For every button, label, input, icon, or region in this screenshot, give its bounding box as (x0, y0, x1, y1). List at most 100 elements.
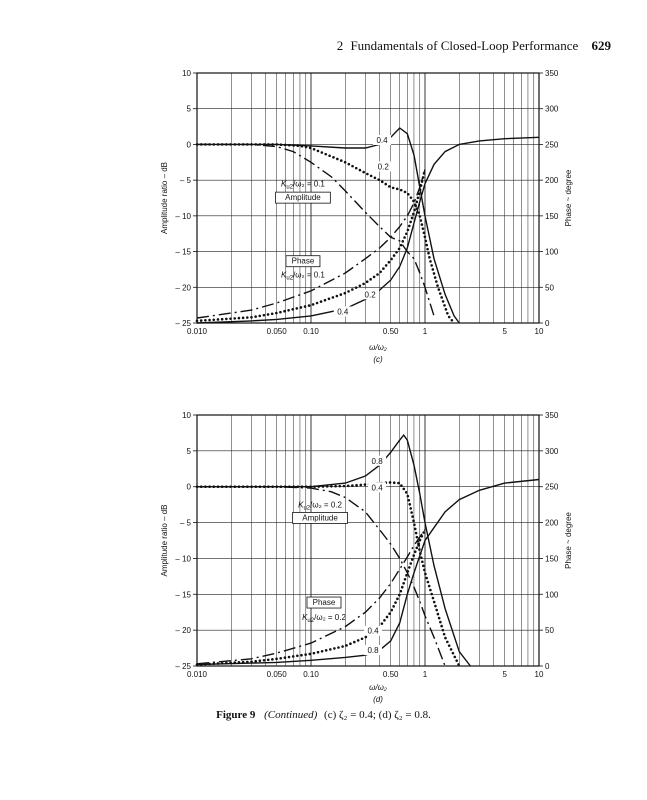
phase-curve-tag-b: 0.8 (367, 646, 379, 655)
data-point (451, 651, 455, 655)
amplitude-curve-tag-a: 0.4 (376, 136, 388, 145)
data-point (311, 303, 315, 306)
data-point (413, 527, 417, 531)
data-point (435, 608, 438, 612)
data-point (447, 315, 451, 319)
x-tick-label: 0.50 (383, 327, 399, 336)
plot-frame (196, 72, 540, 324)
data-point (254, 315, 257, 318)
data-point (403, 190, 407, 194)
data-point (425, 576, 428, 580)
data-point (308, 652, 312, 656)
y2-tick-label: 200 (545, 176, 559, 185)
data-point (385, 615, 389, 619)
series-amplitude-0.1 (197, 143, 435, 317)
data-point (365, 280, 369, 284)
data-point (405, 574, 408, 577)
x-tick-label: 1 (423, 327, 428, 336)
data-point (283, 143, 287, 147)
data-point (376, 273, 379, 276)
data-point (304, 653, 307, 656)
data-point (412, 554, 415, 557)
data-point (416, 196, 420, 200)
data-point (300, 144, 304, 148)
data-point (403, 577, 407, 581)
data-point (401, 240, 405, 243)
data-point (384, 264, 388, 267)
data-point (246, 660, 249, 664)
data-point (362, 170, 365, 174)
amplitude-box-label-frame (275, 191, 331, 204)
data-point (300, 653, 303, 657)
data-point (438, 292, 442, 295)
data-point (296, 485, 300, 489)
data-point (216, 318, 220, 321)
amplitude-curve-tag-b-bg (374, 161, 393, 172)
data-point (428, 256, 431, 259)
data-point (422, 231, 426, 235)
y-tick-label: – 10 (175, 554, 191, 563)
data-point (303, 305, 307, 308)
data-point (387, 185, 391, 188)
y-axis-label: Amplitude ratio – dB (160, 162, 169, 234)
data-point (254, 143, 258, 146)
data-point (362, 282, 365, 286)
data-point (430, 592, 433, 596)
data-point (353, 640, 356, 644)
y-tick-label: – 5 (180, 176, 192, 185)
data-point (431, 268, 435, 271)
phase-box-label-frame (306, 596, 342, 609)
data-point (422, 531, 425, 534)
data-point (270, 312, 274, 316)
data-point (397, 481, 400, 485)
series-amplitude-0.2 (195, 143, 454, 322)
series-phase-0.2 (195, 172, 426, 323)
data-point (413, 208, 416, 212)
x-tick-label: 0.050 (267, 670, 288, 679)
data-point (412, 519, 415, 523)
chart-sublabel: (c) (373, 355, 383, 364)
data-point (271, 143, 274, 146)
x-tick-label: 0.010 (187, 670, 208, 679)
data-point (324, 152, 328, 156)
data-point (457, 663, 460, 666)
data-point (288, 143, 291, 147)
data-point (377, 178, 380, 181)
data-point (195, 319, 199, 323)
data-point (388, 481, 392, 484)
x-tick-label: 0.010 (187, 327, 208, 336)
amplitude-curve-tag-a-bg (368, 455, 387, 466)
series-amplitude-0.8 (197, 433, 471, 667)
data-point (287, 308, 290, 312)
data-point (328, 648, 332, 651)
series-amplitude-0.2 (197, 486, 446, 667)
data-point (446, 640, 449, 644)
data-point (241, 316, 245, 320)
phase-curve-tag-b-bg (333, 306, 352, 317)
data-point (410, 511, 413, 514)
data-point (420, 556, 423, 559)
amplitude-box-label: Amplitude (285, 193, 321, 202)
data-point (347, 290, 350, 293)
data-point (341, 645, 344, 648)
data-point (331, 296, 335, 299)
data-point (441, 300, 445, 303)
y2-tick-label: 150 (545, 554, 559, 563)
data-point (410, 216, 414, 220)
phase-box-label: Phase (292, 257, 315, 266)
data-point (453, 655, 457, 659)
y-tick-label: 0 (187, 483, 192, 492)
data-point (394, 601, 397, 604)
data-point (266, 658, 270, 662)
data-point (412, 212, 415, 216)
data-point (421, 560, 424, 564)
data-point (315, 301, 319, 305)
y-tick-label: – 20 (175, 283, 191, 292)
y2-tick-label: 300 (545, 447, 559, 456)
data-point (229, 317, 232, 320)
y2-tick-label: 50 (545, 283, 554, 292)
data-point (433, 276, 437, 279)
x-tick-label: 1 (423, 670, 428, 679)
y2-tick-label: 0 (545, 319, 550, 328)
data-point (427, 584, 431, 588)
